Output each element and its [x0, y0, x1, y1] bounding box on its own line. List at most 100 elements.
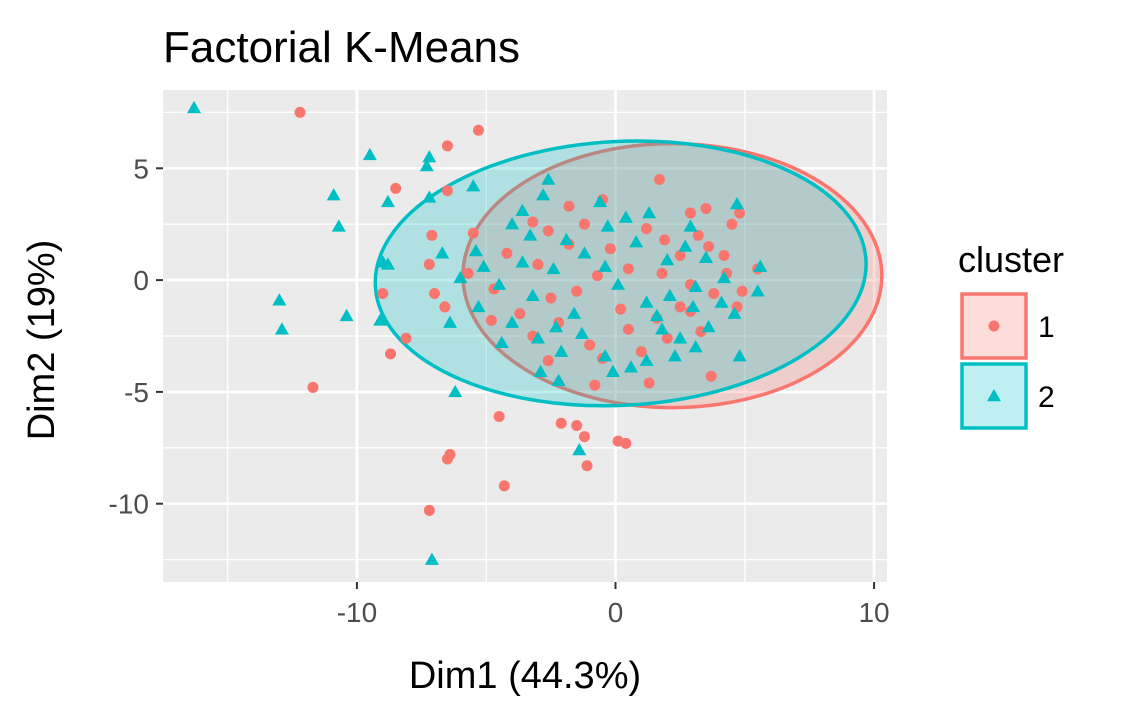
legend-label-2: 2	[1038, 381, 1055, 414]
cluster-1-point	[542, 225, 554, 237]
cluster-1-point	[578, 218, 590, 230]
cluster-2-point	[422, 190, 437, 203]
grid-major	[163, 90, 887, 582]
cluster-2-point	[525, 288, 540, 301]
cluster-1-point	[400, 332, 412, 344]
legend-key-triangle-icon	[987, 389, 1001, 402]
cluster-1-point	[527, 216, 539, 228]
legend: cluster 12	[958, 239, 1064, 430]
cluster-1-point	[555, 417, 567, 429]
cluster-2-point	[732, 349, 747, 362]
cluster-1-point	[674, 301, 686, 313]
cluster-2-point	[380, 194, 395, 208]
y-axis-title: Dim2 (19%)	[21, 240, 63, 441]
cluster-1-point	[439, 301, 451, 313]
x-axis-ticks: -10 0 10	[337, 582, 890, 628]
cluster-2-point	[272, 293, 287, 306]
cluster-1-point	[423, 258, 435, 270]
cluster-2-point	[541, 172, 556, 185]
cluster-2-point	[701, 320, 716, 333]
cluster-1-point	[423, 504, 435, 516]
cluster-2-point	[592, 194, 607, 208]
cluster-2-point	[424, 552, 439, 565]
cluster-1-point	[294, 106, 306, 118]
cluster-2-point	[505, 315, 520, 328]
cluster-1-point	[641, 223, 653, 235]
cluster-2-point	[435, 246, 450, 259]
cluster-1-point	[734, 207, 746, 219]
cluster-2-point	[605, 364, 620, 378]
cluster-1-point	[441, 140, 453, 152]
x-tick-label: 0	[608, 597, 624, 628]
cluster-1-point	[390, 182, 402, 194]
legend-key-circle-icon	[988, 320, 1000, 332]
cluster-2-point	[515, 203, 530, 217]
cluster-2-point	[476, 259, 491, 272]
cluster-2-point	[443, 315, 458, 328]
cluster-2-point	[523, 228, 538, 241]
cluster-2-point	[642, 206, 657, 219]
cluster-2-point	[688, 340, 703, 353]
cluster-2-point	[187, 100, 202, 114]
cluster-1-point	[653, 173, 665, 185]
cluster-2-point	[422, 150, 437, 163]
cluster-1-point	[377, 288, 389, 300]
cluster-2-point	[274, 322, 289, 335]
cluster-2-point	[753, 259, 768, 272]
cluster-2-point	[453, 270, 468, 284]
cluster-1-point	[532, 258, 544, 270]
cluster-2-point	[673, 331, 688, 344]
cluster-2-point	[448, 384, 463, 398]
cluster-1-point	[661, 332, 673, 344]
cluster-2-point	[660, 252, 675, 266]
cluster-1-point	[578, 431, 590, 443]
cluster-2-point	[600, 219, 615, 232]
cluster-2-point	[554, 344, 569, 357]
cluster-2-point	[533, 364, 548, 378]
cluster-2-point	[551, 373, 566, 386]
ellipses	[373, 139, 884, 410]
cluster-1-point	[563, 200, 575, 212]
cluster-2-point	[667, 349, 682, 362]
cluster-2-point	[655, 322, 670, 335]
cluster-2-point	[494, 335, 509, 348]
cluster-1-point	[604, 243, 616, 255]
cluster-2-point	[331, 219, 346, 232]
cluster-1-point	[542, 355, 554, 367]
cluster-2-point	[515, 255, 530, 268]
cluster-1-point	[385, 348, 397, 360]
cluster-1-point	[441, 185, 453, 197]
cluster-2-point	[598, 349, 613, 362]
cluster-1-point	[674, 249, 686, 261]
cluster-2-point	[373, 313, 388, 326]
cluster-1-point	[501, 247, 513, 259]
cluster-2-point	[639, 295, 654, 308]
cluster-2-point	[572, 443, 587, 456]
cluster-1-point	[635, 346, 647, 358]
cluster-1-point	[426, 229, 438, 241]
cluster-2-point	[678, 239, 693, 252]
cluster-2-point	[611, 277, 626, 290]
cluster-2-ellipse	[373, 139, 868, 408]
cluster-2-point	[683, 219, 698, 232]
cluster-1-point	[695, 326, 707, 338]
cluster-1-point	[467, 227, 479, 239]
cluster-2-point	[649, 308, 664, 322]
legend-entries: 12	[960, 292, 1055, 430]
cluster-1-point	[684, 207, 696, 219]
cluster-2-point	[750, 284, 765, 297]
cluster-2-point	[577, 246, 592, 259]
cluster-2-point	[618, 210, 633, 223]
cluster-1-point	[571, 419, 583, 431]
data-points	[187, 100, 768, 565]
x-tick-label: -10	[337, 597, 377, 628]
cluster-1-point	[705, 370, 717, 382]
cluster-2-point	[598, 259, 613, 272]
y-tick-label: -10	[109, 489, 149, 520]
cluster-1-point	[441, 453, 453, 465]
cluster-1-point	[589, 379, 601, 391]
cluster-2-point	[549, 320, 564, 333]
cluster-2-point	[362, 147, 377, 161]
